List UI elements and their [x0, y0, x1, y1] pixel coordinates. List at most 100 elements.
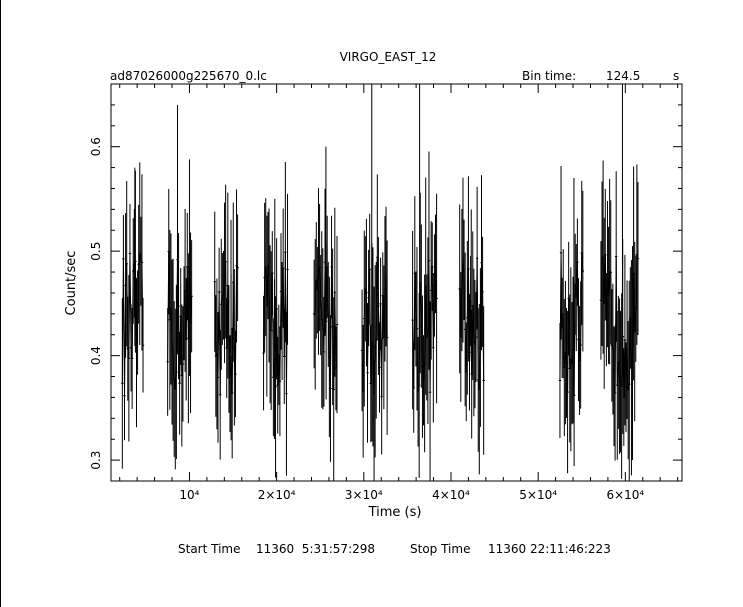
- step-segment: [367, 297, 370, 373]
- step-segment: [327, 314, 330, 357]
- step-segment: [227, 285, 230, 350]
- step-segment: [132, 263, 135, 272]
- step-segment: [321, 319, 324, 329]
- step-segment: [633, 273, 636, 332]
- step-segment: [181, 363, 184, 376]
- step-segment: [267, 265, 270, 286]
- step-segment: [460, 280, 463, 337]
- step-segment: [429, 290, 432, 393]
- step-segment: [182, 313, 185, 364]
- step-segment: [425, 286, 428, 338]
- step-segment: [465, 317, 468, 372]
- step-segment: [141, 262, 144, 346]
- step-segment: [369, 269, 372, 384]
- y-tick-label-2: 0.5: [89, 242, 103, 261]
- bin-time-value: 124.5: [606, 69, 640, 83]
- step-segment: [131, 270, 134, 359]
- step-segment: [415, 318, 418, 329]
- step-segment: [581, 252, 584, 272]
- step-segment: [232, 282, 235, 348]
- step-segment: [214, 281, 217, 357]
- x-tick-label-0: 10⁴: [179, 488, 199, 502]
- step-segment: [423, 363, 426, 381]
- step-segment: [414, 273, 417, 320]
- y-tick-label-3: 0.6: [89, 137, 103, 156]
- y-axis-ticks: 0.3 0.4 0.5 0.6: [89, 83, 682, 482]
- chart-title: VIRGO_EAST_12: [340, 50, 437, 64]
- start-time-value: 11360 5:31:57:298: [256, 542, 375, 556]
- step-segment: [129, 253, 132, 348]
- step-segment: [374, 340, 377, 362]
- step-segment: [600, 263, 603, 301]
- step-segment: [419, 283, 422, 307]
- step-segment: [383, 288, 386, 338]
- step-segment: [579, 345, 582, 361]
- step-segment: [417, 385, 420, 392]
- step-segment: [220, 298, 223, 305]
- step-segment: [268, 285, 271, 325]
- step-segment: [432, 285, 435, 348]
- step-segment: [376, 257, 379, 307]
- step-segment: [605, 274, 608, 320]
- step-segment: [188, 267, 192, 323]
- step-segment: [285, 269, 289, 394]
- step-segment: [569, 359, 572, 369]
- step-segment: [576, 262, 579, 340]
- step-segment: [316, 271, 319, 291]
- bin-time-unit: s: [673, 69, 679, 83]
- step-segment: [462, 260, 465, 270]
- y-tick-label-1: 0.4: [89, 346, 103, 365]
- step-segment: [608, 271, 611, 296]
- step-segment: [276, 308, 279, 386]
- step-segment: [381, 295, 384, 397]
- step-segment: [463, 269, 466, 330]
- window-left-edge: [0, 0, 1, 607]
- step-segment: [139, 253, 142, 262]
- step-segment: [479, 262, 482, 348]
- step-segment: [474, 337, 477, 345]
- x-tick-label-2: 3×10⁴: [345, 488, 383, 502]
- step-segment: [135, 322, 139, 353]
- step-segment: [140, 260, 143, 263]
- step-segment: [126, 263, 129, 349]
- step-segment: [172, 349, 175, 379]
- step-segment: [413, 273, 416, 388]
- stop-time-value: 11360 22:11:46:223: [488, 542, 611, 556]
- plot-area: [110, 83, 683, 482]
- step-segment: [174, 371, 177, 390]
- step-segment: [180, 316, 183, 376]
- step-segment: [612, 349, 615, 387]
- y-tick-label-0: 0.3: [89, 451, 103, 470]
- step-segment: [263, 277, 266, 354]
- step-segment: [234, 265, 238, 375]
- step-segment: [626, 349, 629, 391]
- step-segment: [471, 305, 474, 375]
- step-segment: [373, 361, 376, 393]
- step-segment: [170, 308, 173, 343]
- step-segment: [364, 288, 367, 293]
- step-segment: [615, 256, 618, 386]
- x-tick-label-1: 2×10⁴: [258, 488, 296, 502]
- step-segment: [635, 254, 638, 309]
- step-segment: [171, 342, 174, 350]
- step-segment: [568, 298, 571, 369]
- step-segment: [461, 260, 464, 281]
- step-segment: [573, 284, 576, 396]
- step-segment: [611, 345, 614, 350]
- step-segment: [482, 291, 485, 381]
- step-segment: [168, 251, 171, 320]
- step-segment: [221, 295, 224, 300]
- step-segment: [329, 266, 333, 389]
- step-segment: [219, 304, 222, 395]
- step-segment: [134, 261, 137, 353]
- bin-time-label: Bin time:: [522, 69, 576, 83]
- step-segment: [564, 352, 567, 364]
- step-segment: [480, 262, 484, 292]
- step-segment: [385, 276, 388, 338]
- step-segment: [560, 252, 563, 328]
- x-tick-label-3: 4×10⁴: [432, 488, 470, 502]
- step-segment: [618, 376, 622, 382]
- step-segment: [222, 282, 226, 296]
- step-segment: [266, 265, 269, 307]
